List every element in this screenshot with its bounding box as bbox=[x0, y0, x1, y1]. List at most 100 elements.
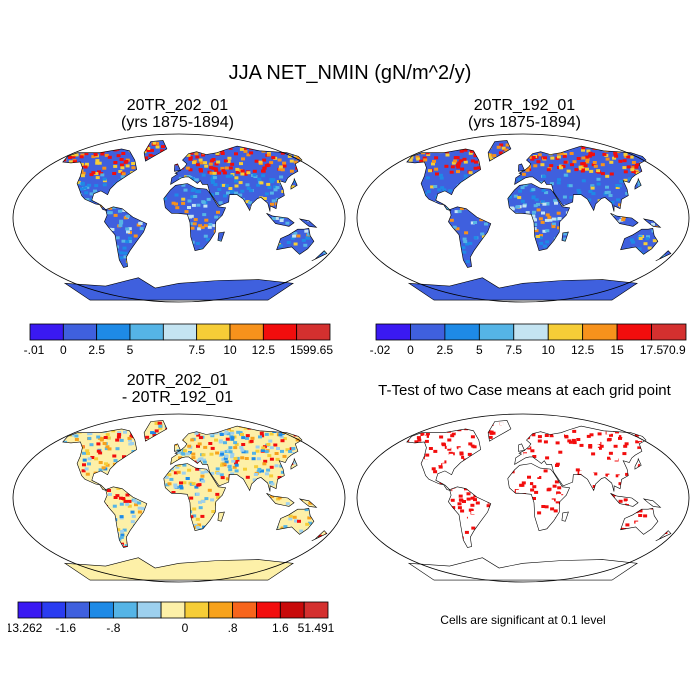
colorbar-diff-swatch-11 bbox=[279, 601, 305, 619]
colorbar-diff-label-2: -.8 bbox=[106, 621, 120, 635]
madagascar-outline bbox=[561, 231, 569, 242]
japan-outline bbox=[290, 457, 298, 470]
new-guinea-outline bbox=[642, 498, 662, 508]
colorbar-case2-swatch-5 bbox=[547, 323, 584, 341]
new-guinea-outline bbox=[298, 498, 318, 508]
colorbar-case2-label-3: 5 bbox=[476, 343, 483, 357]
colorbar-case1-label-1: 0 bbox=[60, 343, 67, 357]
australia-outline bbox=[276, 507, 315, 535]
colorbar-case2-swatch-7 bbox=[616, 323, 652, 341]
africa-outline bbox=[507, 463, 571, 532]
colorbar-diff-label-6: 51.491 bbox=[298, 621, 335, 635]
colorbar-case2-label-6: 12.5 bbox=[571, 343, 595, 357]
colorbar-case2-label-5: 10 bbox=[542, 343, 556, 357]
colorbar-diff-swatch-4 bbox=[112, 601, 138, 619]
colorbar-diff-label-3: 0 bbox=[182, 621, 189, 635]
colorbar-case2-label-2: 2.5 bbox=[437, 343, 454, 357]
map-border bbox=[12, 413, 346, 583]
colorbar-diff-swatch-5 bbox=[136, 601, 162, 619]
panel-title-case1: 20TR_202_01 (yrs 1875-1894) bbox=[15, 97, 340, 131]
colorbar-diff-label-5: 1.6 bbox=[272, 621, 289, 635]
colorbar-case2-swatch-2 bbox=[444, 323, 480, 341]
map-border bbox=[12, 133, 346, 303]
colorbar-diff-swatch-3 bbox=[89, 601, 114, 619]
new-zealand-outline bbox=[311, 250, 328, 262]
main-title: JJA NET_NMIN (gN/m^2/y) bbox=[228, 62, 472, 84]
colorbar-case2-swatch-3 bbox=[478, 323, 515, 341]
colorbar-case1-label-0: -.01 bbox=[24, 343, 45, 357]
antarctica-outline bbox=[407, 557, 638, 581]
north-america-outline bbox=[62, 428, 138, 492]
greenland-outline bbox=[143, 140, 168, 162]
greenland-outline bbox=[143, 420, 168, 442]
map-case1 bbox=[12, 133, 346, 303]
panel-title-case2-line2: (yrs 1875-1894) bbox=[468, 114, 581, 131]
panel-title-case1-line1: 20TR_202_01 bbox=[126, 97, 229, 114]
uk-outline bbox=[518, 163, 525, 172]
indonesia-outline bbox=[266, 213, 295, 227]
north-america-outline bbox=[406, 148, 482, 212]
colorbar-case1-swatch-8 bbox=[296, 323, 331, 341]
colorbar-case2-swatch-4 bbox=[513, 323, 549, 341]
eurasia-outline bbox=[170, 425, 303, 492]
map-diff bbox=[12, 413, 346, 583]
colorbar-diff-label-4: .8 bbox=[228, 621, 238, 635]
colorbar-case1-label-7: 15 bbox=[290, 343, 304, 357]
madagascar-outline bbox=[217, 231, 225, 242]
indonesia-outline bbox=[266, 493, 295, 507]
south-america-outline bbox=[448, 206, 492, 268]
colorbar-case1-swatch-1 bbox=[62, 323, 98, 341]
colorbar-case2-swatch-8 bbox=[651, 323, 687, 341]
colorbar-case1-label-8: 99.65 bbox=[303, 343, 333, 357]
greenland-outline bbox=[487, 420, 512, 442]
new-guinea-outline bbox=[298, 218, 318, 228]
colorbar-case2-label-0: -.02 bbox=[370, 343, 391, 357]
panel-title-case1-line2: (yrs 1875-1894) bbox=[121, 114, 234, 131]
japan-outline bbox=[634, 177, 642, 190]
africa-outline bbox=[163, 183, 227, 252]
eurasia-outline bbox=[170, 145, 303, 212]
indonesia-outline bbox=[610, 493, 639, 507]
significance-note: Cells are significant at 0.1 level bbox=[440, 613, 606, 627]
panel-title-diff: 20TR_202_01 - 20TR_192_01 bbox=[15, 372, 340, 406]
eurasia-outline bbox=[514, 425, 647, 492]
colorbar-case2-label-4: 7.5 bbox=[505, 343, 522, 357]
colorbar-diff-swatch-12 bbox=[303, 601, 329, 619]
uk-outline bbox=[174, 163, 181, 172]
colorbar-diff-swatch-0 bbox=[17, 601, 43, 619]
south-america-outline bbox=[104, 486, 148, 548]
colorbar-case1-label-6: 12.5 bbox=[252, 343, 276, 357]
greenland-outline bbox=[487, 140, 512, 162]
map-border bbox=[356, 413, 690, 583]
north-america-outline bbox=[62, 148, 138, 212]
map-border bbox=[356, 133, 690, 303]
colorbar-case2-label-9: 70.9 bbox=[662, 343, 686, 357]
colorbar-case1-swatch-6 bbox=[229, 323, 264, 341]
new-zealand-outline bbox=[655, 530, 672, 542]
panel-title-ttest: T-Test of two Case means at each grid po… bbox=[378, 382, 671, 399]
colorbar-case2-swatch-0 bbox=[375, 323, 411, 341]
madagascar-outline bbox=[217, 511, 225, 522]
colorbar-diff-swatch-10 bbox=[256, 601, 281, 619]
colorbar-case1-swatch-0 bbox=[29, 323, 64, 341]
panel-title-diff-line1: 20TR_202_01 bbox=[126, 372, 229, 389]
new-zealand-outline bbox=[655, 250, 672, 262]
colorbar-case2-label-1: 0 bbox=[407, 343, 414, 357]
colorbar-diff-label-0: -13.262 bbox=[8, 621, 43, 635]
indonesia-outline bbox=[610, 213, 639, 227]
colorbar-diff-swatch-9 bbox=[232, 601, 257, 619]
africa-outline bbox=[163, 463, 227, 532]
south-america-outline bbox=[448, 486, 492, 548]
map-ttest bbox=[356, 413, 690, 583]
panel-title-case2-line1: 20TR_192_01 bbox=[473, 97, 576, 114]
colorbar-case2-swatch-6 bbox=[582, 323, 618, 341]
panel-title-case2: 20TR_192_01 (yrs 1875-1894) bbox=[362, 97, 687, 131]
colorbar-case1-swatch-2 bbox=[96, 323, 131, 341]
colorbar-diff-swatch-8 bbox=[208, 601, 234, 619]
antarctica-outline bbox=[63, 557, 294, 581]
australia-outline bbox=[620, 507, 659, 535]
colorbar-diff-swatch-1 bbox=[41, 601, 67, 619]
japan-outline bbox=[290, 177, 298, 190]
australia-outline bbox=[276, 227, 315, 255]
colorbar-case1-swatch-3 bbox=[129, 323, 164, 341]
